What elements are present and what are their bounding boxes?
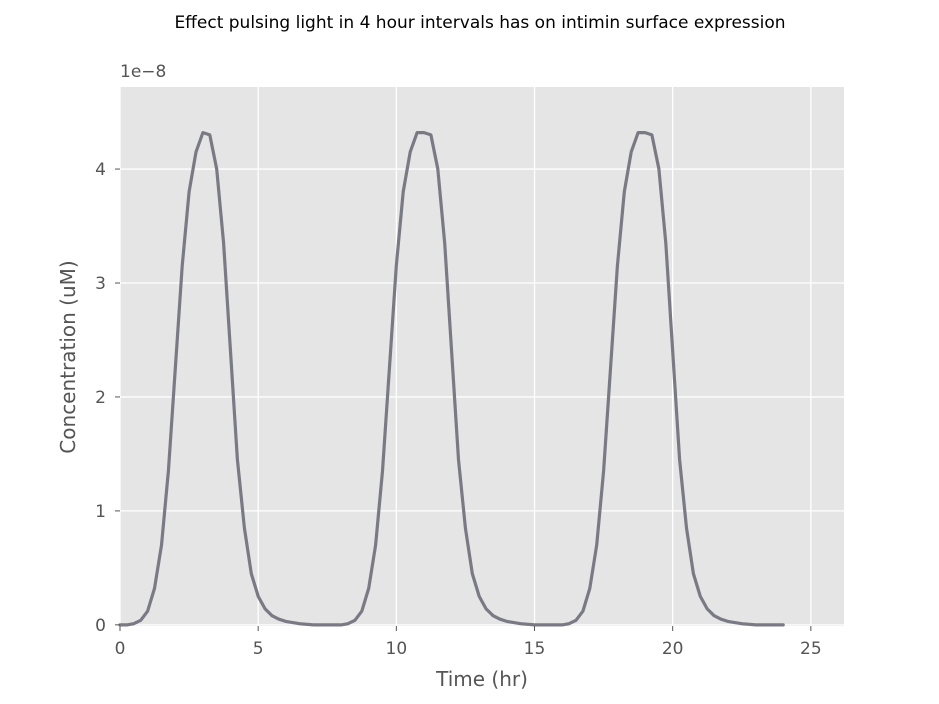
- y-tick-label: 3: [95, 274, 106, 294]
- x-tick-label: 15: [524, 639, 546, 659]
- y-axis-label: Concentration (uM): [56, 260, 80, 453]
- x-tick-label: 25: [800, 639, 822, 659]
- y-tick-label: 1: [95, 502, 106, 522]
- chart-title: Effect pulsing light in 4 hour intervals…: [174, 13, 785, 33]
- y-tick-label: 4: [95, 160, 106, 180]
- x-axis-label: Time (hr): [435, 667, 528, 691]
- y-axis: 0 1 2 3 4: [95, 160, 120, 636]
- series-line: [118, 131, 785, 627]
- y-tick-label: 2: [95, 388, 106, 408]
- x-tick-label: 0: [115, 639, 126, 659]
- x-axis: 0 5 10 15 20 25: [115, 626, 822, 659]
- series-layer: [118, 131, 785, 627]
- y-tick-label: 0: [95, 616, 106, 636]
- plot-area: [120, 87, 844, 626]
- y-offset-label: 1e−8: [120, 62, 166, 82]
- x-tick-label: 20: [662, 639, 684, 659]
- x-tick-label: 10: [386, 639, 408, 659]
- x-tick-label: 5: [253, 639, 264, 659]
